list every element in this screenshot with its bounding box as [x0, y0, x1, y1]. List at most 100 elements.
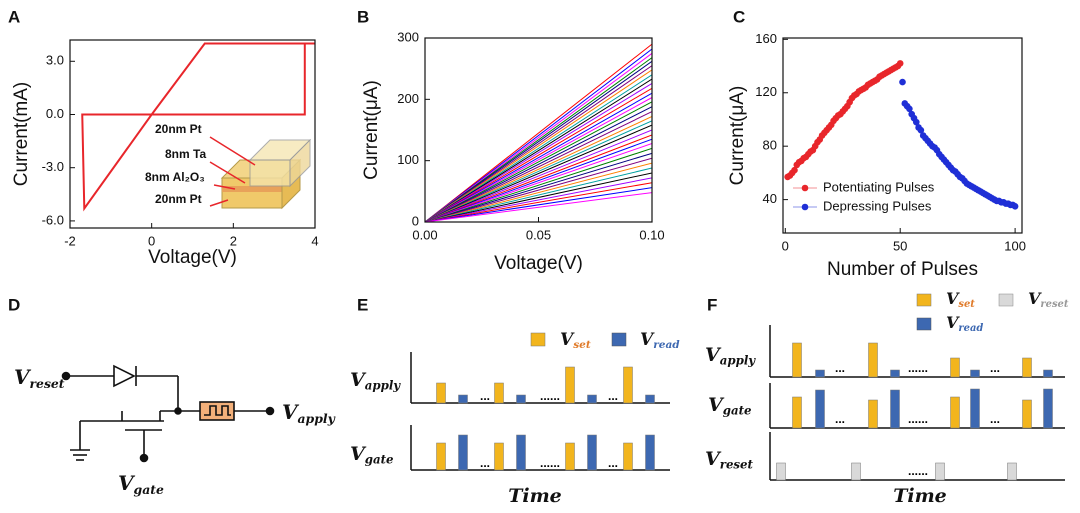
- ellipsis: ...: [480, 389, 490, 403]
- y-tick-label: 0: [412, 213, 419, 228]
- legend-label: Potentiating Pulses: [823, 179, 935, 194]
- pulse-bar: [890, 369, 900, 378]
- symbol-main: V: [14, 365, 32, 389]
- layer-label: 20nm Pt: [155, 122, 202, 136]
- data-point: [912, 118, 920, 126]
- data-line: [425, 87, 652, 222]
- symbol-sub: reset: [720, 458, 754, 472]
- panel-label: E: [357, 295, 368, 314]
- pulse-bar: [851, 462, 861, 481]
- pulse-bar: [1022, 357, 1032, 378]
- ellipsis: ......: [540, 389, 560, 403]
- ellipsis: ...: [608, 389, 618, 403]
- symbol-main: V: [1028, 289, 1042, 308]
- device-inset: [209, 136, 312, 210]
- pulse-bar: [565, 366, 575, 404]
- ellipsis: ...: [990, 361, 1000, 375]
- symbol-main: V: [640, 330, 655, 350]
- layer-label: 8nm Ta: [165, 147, 206, 161]
- symbol-main: V: [282, 400, 300, 424]
- legend-marker: [801, 184, 809, 192]
- pulse-bar: [792, 342, 802, 378]
- x-axis-label: Time: [893, 485, 947, 507]
- y-tick-label: -6.0: [42, 212, 64, 227]
- y-tick-label: 0.0: [46, 106, 64, 121]
- data-point: [899, 78, 906, 86]
- data-line: [425, 74, 652, 222]
- panel-label: A: [8, 7, 20, 26]
- data-line: [425, 182, 652, 222]
- x-axis-label: Voltage(V): [148, 247, 237, 268]
- x-tick-label: 2: [230, 233, 237, 248]
- panel-label: D: [8, 295, 20, 314]
- data-point: [1011, 202, 1019, 210]
- data-line: [425, 101, 652, 222]
- ellipsis: ...: [480, 456, 490, 470]
- data-line: [425, 48, 652, 222]
- ellipsis: ......: [908, 361, 928, 375]
- pulse-bar: [623, 442, 633, 471]
- symbol-sub: set: [573, 339, 591, 351]
- y-axis-label: Current(μA): [727, 86, 748, 186]
- symbol-main: V: [946, 313, 960, 332]
- legend-swatch: [530, 332, 546, 347]
- data-line: [425, 65, 652, 222]
- pulse-bar: [776, 462, 786, 481]
- panel-label: F: [707, 295, 717, 314]
- data-point: [917, 126, 925, 134]
- x-tick-label: 0.10: [639, 227, 664, 242]
- y-tick-label: 80: [763, 138, 777, 153]
- symbol-label: Vset: [946, 289, 975, 310]
- data-line: [425, 162, 652, 222]
- plot-area: 0.00 0.05 0.10 0 100 200 300: [397, 29, 664, 242]
- pulse-bar: [587, 434, 597, 471]
- pulse-bar: [458, 434, 468, 471]
- pulse-bar: [1043, 388, 1053, 429]
- pulse-bar: [970, 369, 980, 378]
- symbol-label: Vapply: [350, 369, 401, 393]
- pulse-bar: [436, 382, 446, 404]
- data-line: [425, 143, 652, 222]
- layer-label: 20nm Pt: [155, 192, 202, 206]
- y-tick-label: 3.0: [46, 53, 64, 68]
- y-tick-label: 100: [397, 152, 419, 167]
- circuit: [61, 364, 275, 463]
- ellipsis: ......: [908, 412, 928, 426]
- data-line: [425, 124, 652, 222]
- panel-label: B: [357, 7, 369, 26]
- plot-area: 0 50 100 40 80 120 160: [755, 31, 1026, 254]
- pulse-bar: [815, 389, 825, 429]
- pulse-bar: [494, 442, 504, 471]
- x-tick-label: 4: [311, 233, 318, 248]
- symbol-sub: gate: [365, 453, 394, 467]
- axes-frame: [782, 37, 1023, 234]
- pulse-bar: [792, 396, 802, 429]
- ellipsis: ......: [540, 456, 560, 470]
- x-axis-label: Time: [508, 485, 562, 507]
- data-line: [425, 172, 652, 222]
- symbol-label: Vapply: [705, 344, 756, 368]
- axes-frame: [69, 39, 316, 229]
- y-tick-label: 160: [755, 31, 777, 46]
- pulse-bar: [587, 394, 597, 404]
- pulse-bar: [565, 442, 575, 471]
- y-axis-label: Current(mA): [11, 82, 32, 187]
- axes-frame: [424, 37, 653, 223]
- pulse-bar: [935, 462, 945, 481]
- x-tick-label: 0.05: [526, 227, 551, 242]
- symbol-main: V: [705, 448, 722, 470]
- pulse-bar: [645, 394, 655, 404]
- marks: [81, 42, 315, 212]
- layer-label: 8nm Al₂O₃: [145, 170, 205, 184]
- symbol-sub: apply: [365, 379, 402, 393]
- data-line: [425, 147, 652, 222]
- pulse-bar: [970, 388, 980, 429]
- data-line: [425, 134, 652, 222]
- data-line: [425, 78, 652, 222]
- ellipsis: ...: [608, 456, 618, 470]
- ellipsis: ...: [990, 412, 1000, 426]
- symbol-main: V: [350, 369, 367, 391]
- data-line: [425, 177, 652, 222]
- data-line: [425, 60, 652, 222]
- pulse-bar: [1007, 462, 1017, 481]
